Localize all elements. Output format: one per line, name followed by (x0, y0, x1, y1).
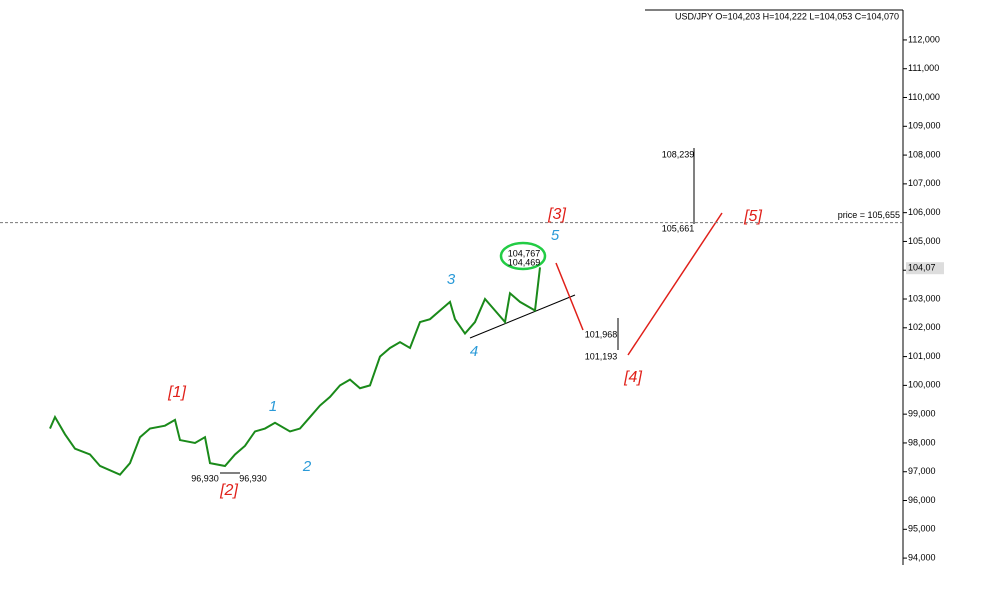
y-tick-label: 98,000 (908, 437, 936, 447)
projection-line (555, 262, 584, 331)
y-tick-label: 111,000 (908, 63, 939, 73)
annotation: 101,968 (585, 329, 618, 339)
y-tick-label: 110,000 (908, 92, 940, 102)
y-tick-label: 105,000 (908, 236, 941, 246)
y-tick-label: 97,000 (908, 466, 936, 476)
annotation: 2 (302, 458, 312, 475)
annotation: 3 (447, 271, 456, 288)
annotation: 104,767 (508, 248, 541, 258)
y-tick-label: 96,000 (908, 495, 936, 505)
last-price-box (906, 262, 944, 275)
annotation: [2] (219, 482, 238, 499)
trend-line (469, 294, 576, 339)
price-line-series (49, 267, 541, 476)
y-tick-label: 112,000 (908, 34, 940, 44)
annotation: [5] (743, 208, 762, 225)
annotation: 105,661 (662, 223, 695, 233)
y-tick-label: 107,000 (908, 178, 941, 188)
annotation: 4 (470, 343, 478, 360)
annotation: 1 (269, 398, 277, 415)
annotation: 96,930 (191, 473, 219, 483)
annotation: 108,239 (662, 149, 695, 159)
y-tick-label: 108,000 (908, 149, 941, 159)
y-tick-label: 109,000 (908, 121, 941, 131)
last-price-label: 104,07 (908, 263, 936, 273)
chart-title: USD/JPY O=104,203 H=104,222 L=104,053 C=… (675, 11, 899, 21)
annotation: 104,469 (508, 257, 541, 267)
price-line-label: price = 105,655 (838, 210, 900, 220)
y-tick-label: 99,000 (908, 409, 936, 419)
y-tick-label: 100,000 (908, 380, 941, 390)
y-tick-label: 106,000 (908, 207, 941, 217)
projection-line (627, 212, 723, 356)
y-tick-label: 95,000 (908, 524, 936, 534)
annotation: 5 (551, 227, 560, 244)
y-tick-label: 101,000 (908, 351, 941, 361)
y-tick-label: 94,000 (908, 552, 936, 562)
annotation: [3] (547, 206, 566, 223)
annotation: 101,193 (585, 351, 618, 361)
annotation: [4] (623, 369, 642, 386)
y-tick-label: 103,000 (908, 293, 941, 303)
y-tick-label: 102,000 (908, 322, 941, 332)
highlight-ellipse (499, 241, 547, 271)
annotation: [1] (167, 384, 186, 401)
annotation: 96,930 (239, 473, 267, 483)
